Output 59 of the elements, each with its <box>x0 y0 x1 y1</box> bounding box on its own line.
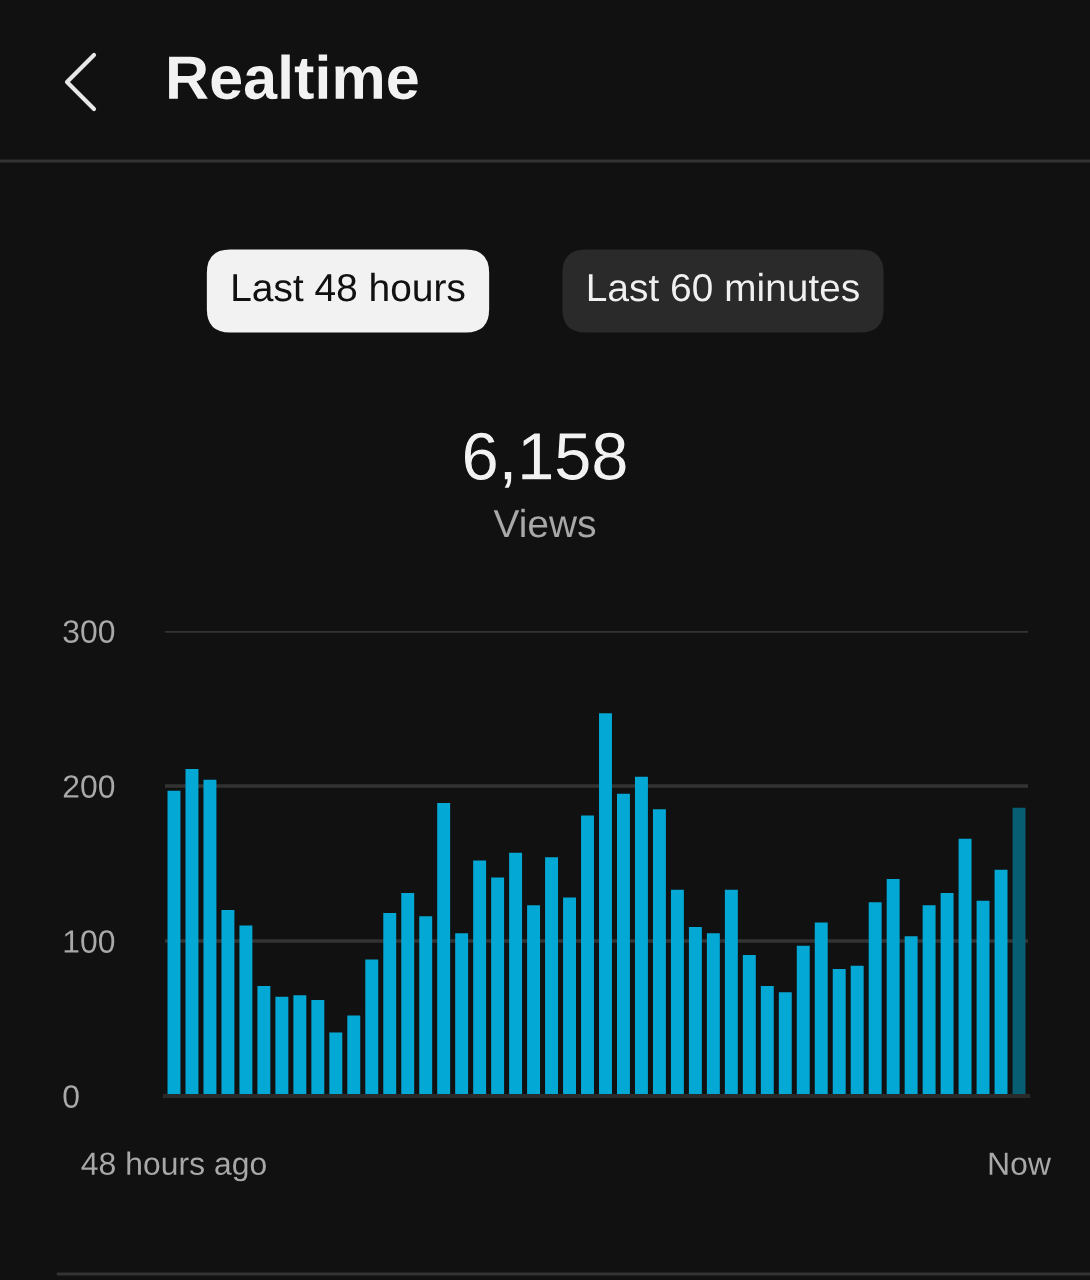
bar <box>527 905 541 1096</box>
bar <box>796 945 810 1096</box>
bar <box>365 959 379 1096</box>
bar <box>185 768 199 1096</box>
bar <box>724 889 738 1096</box>
bar <box>778 992 792 1096</box>
bar <box>1012 807 1026 1096</box>
bar <box>293 995 307 1096</box>
bar <box>940 892 954 1096</box>
chart-title: Realtime <box>169 54 418 100</box>
bar <box>958 838 972 1096</box>
bar <box>221 910 235 1096</box>
y-tick-label: 200 <box>63 775 115 798</box>
bar <box>904 936 918 1096</box>
bar <box>383 913 397 1096</box>
bar <box>509 852 523 1096</box>
x-tick-label: 48 hours ago <box>81 1151 266 1182</box>
bar <box>347 1015 361 1096</box>
bar <box>455 933 469 1096</box>
bar <box>832 968 846 1096</box>
bar <box>257 985 271 1096</box>
bar <box>203 779 217 1096</box>
bar <box>419 916 433 1096</box>
y-tick-label: 300 <box>63 620 115 643</box>
bar <box>652 809 666 1096</box>
bar <box>239 925 253 1096</box>
bar <box>473 860 487 1096</box>
bar <box>868 902 882 1096</box>
bar <box>814 922 828 1096</box>
bar <box>634 776 648 1096</box>
text: Last 60 minutes <box>588 272 859 302</box>
bar <box>922 905 936 1096</box>
x-tick-label: Now <box>989 1152 1052 1176</box>
bar <box>437 803 451 1096</box>
bar <box>563 897 576 1096</box>
bar <box>688 927 702 1096</box>
y-tick-label: 100 <box>64 930 115 953</box>
bar <box>329 1032 343 1096</box>
bar <box>581 815 594 1096</box>
bar <box>850 965 864 1096</box>
text: Last 48 hours <box>233 272 465 302</box>
y-tick-label: 0 <box>63 1085 79 1108</box>
text: Views <box>493 508 596 538</box>
bar <box>401 892 415 1096</box>
bar <box>599 713 612 1096</box>
bar <box>886 879 900 1096</box>
bar <box>167 790 181 1096</box>
text: 6,158 <box>464 432 626 488</box>
bar <box>670 889 684 1096</box>
bar <box>994 869 1008 1096</box>
bar <box>760 985 774 1096</box>
bar <box>742 954 756 1096</box>
bar <box>491 877 505 1096</box>
bar <box>617 793 630 1096</box>
bar <box>976 900 990 1096</box>
bar <box>706 933 720 1096</box>
bar <box>311 999 325 1096</box>
bar <box>275 996 289 1096</box>
bar <box>545 857 559 1096</box>
